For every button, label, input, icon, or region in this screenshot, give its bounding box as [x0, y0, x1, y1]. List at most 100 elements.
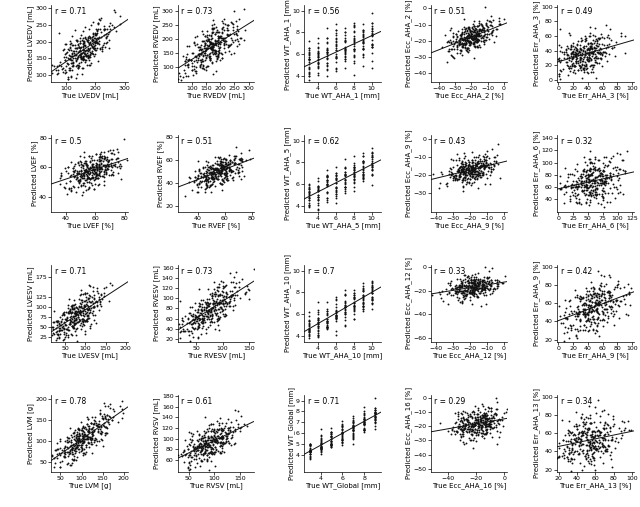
Point	[340, 303, 350, 311]
Point	[464, 161, 474, 169]
Point	[340, 27, 350, 35]
Point	[195, 62, 205, 70]
Point	[623, 291, 634, 299]
Point	[463, 282, 473, 290]
Point	[624, 287, 634, 296]
Point	[92, 420, 102, 428]
Point	[305, 441, 315, 449]
Point	[209, 426, 220, 434]
Point	[349, 45, 359, 53]
Point	[179, 66, 189, 75]
Point	[81, 52, 91, 60]
Point	[326, 440, 337, 448]
Point	[349, 23, 359, 31]
Point	[605, 173, 616, 181]
Point	[81, 51, 91, 59]
Point	[72, 36, 82, 44]
Point	[367, 283, 377, 292]
Point	[370, 418, 380, 426]
Point	[563, 428, 573, 437]
Point	[467, 425, 477, 433]
Point	[70, 300, 80, 308]
Point	[321, 34, 332, 42]
Point	[460, 422, 470, 430]
Point	[92, 301, 102, 309]
Point	[209, 424, 219, 432]
Point	[86, 440, 96, 448]
Point	[598, 48, 608, 56]
Point	[573, 310, 584, 318]
Point	[340, 299, 350, 307]
Point	[591, 446, 602, 454]
Point	[472, 410, 483, 418]
Point	[358, 149, 368, 157]
Point	[303, 324, 314, 333]
Point	[598, 289, 609, 298]
Point	[94, 293, 104, 301]
Point	[482, 273, 492, 281]
Point	[73, 176, 83, 185]
Point	[467, 167, 477, 175]
Point	[113, 148, 123, 156]
Point	[458, 287, 468, 296]
Point	[596, 29, 606, 38]
Point	[205, 441, 215, 449]
Point	[575, 438, 586, 446]
Point	[474, 422, 484, 430]
Point	[470, 283, 480, 292]
Point	[63, 186, 74, 194]
Point	[472, 281, 483, 289]
Point	[349, 46, 359, 54]
Point	[591, 291, 601, 299]
Point	[599, 299, 609, 307]
Point	[207, 434, 218, 442]
Point	[465, 175, 476, 184]
Point	[68, 47, 78, 55]
Point	[193, 450, 204, 458]
Point	[598, 293, 609, 301]
Point	[198, 450, 208, 458]
Point	[55, 321, 65, 329]
Point	[71, 61, 81, 69]
Point	[212, 301, 223, 309]
Point	[54, 29, 65, 37]
Point	[207, 168, 218, 176]
Point	[359, 418, 369, 426]
Point	[480, 284, 490, 293]
Y-axis label: Predicted Ecc_AHA_2 [%]: Predicted Ecc_AHA_2 [%]	[405, 0, 412, 87]
Point	[467, 421, 477, 429]
Point	[214, 28, 224, 37]
Point	[75, 291, 85, 299]
Point	[99, 152, 109, 160]
Point	[456, 165, 467, 173]
Point	[230, 406, 240, 414]
Point	[340, 35, 350, 44]
Point	[584, 298, 594, 306]
Point	[189, 315, 200, 323]
Point	[601, 174, 611, 183]
Point	[486, 404, 496, 412]
Point	[612, 301, 623, 309]
Point	[585, 48, 595, 56]
Point	[483, 30, 493, 39]
Point	[56, 320, 67, 329]
Point	[458, 421, 468, 429]
Point	[486, 264, 497, 272]
Point	[198, 314, 209, 322]
Point	[312, 323, 323, 332]
Point	[69, 441, 79, 449]
Point	[578, 300, 588, 308]
Point	[225, 426, 235, 434]
Point	[94, 157, 104, 165]
Point	[326, 441, 337, 449]
Point	[78, 433, 88, 441]
Point	[340, 189, 350, 197]
Point	[200, 298, 210, 306]
Point	[566, 448, 577, 456]
Point	[480, 423, 490, 431]
Point	[220, 40, 230, 48]
Point	[211, 165, 221, 173]
Point	[461, 178, 472, 186]
Point	[83, 428, 93, 437]
Point	[597, 50, 607, 58]
